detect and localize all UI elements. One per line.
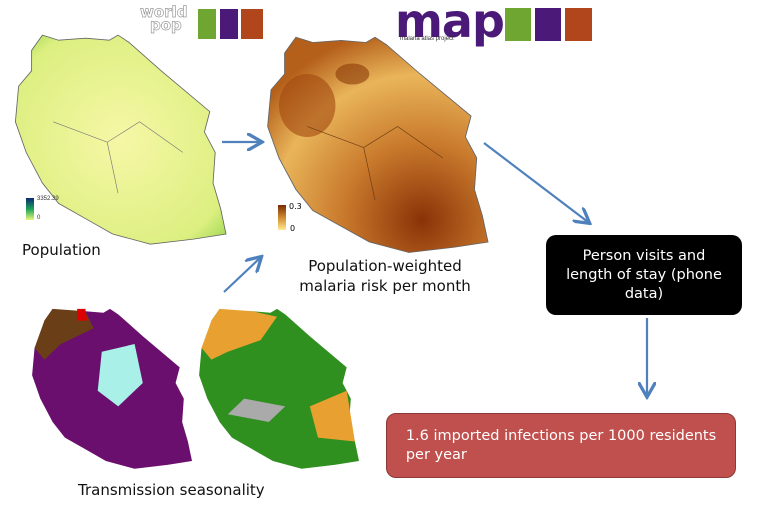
population-legend-min: 0	[37, 215, 41, 221]
arrow-risk-to-phone	[483, 142, 588, 222]
arrow-seasonality-to-risk	[223, 258, 260, 293]
asia-tile-icon	[565, 8, 592, 41]
risk-legend-max: 0.3	[289, 202, 302, 211]
result-box: 1.6 imported infections per 1000 residen…	[386, 413, 736, 478]
population-legend-bar	[26, 198, 34, 220]
risk-legend-bar	[278, 205, 286, 230]
phone-data-box: Person visits and length of stay (phone da…	[546, 235, 742, 315]
risk-map	[267, 36, 489, 254]
seasonality-map-1	[32, 308, 192, 469]
americas-tile-icon	[198, 9, 216, 39]
population-map	[14, 34, 227, 245]
risk-label: Population-weighted malaria risk per mon…	[299, 257, 471, 295]
flow-arrows	[222, 142, 647, 395]
africa-tile-icon	[220, 9, 238, 39]
worldpop-logo: world pop	[140, 3, 188, 34]
population-legend-max: 3352.39	[37, 196, 59, 202]
map-logo-word: map	[395, 0, 505, 48]
americas-tile-icon	[505, 8, 531, 41]
asia-tile-icon	[241, 9, 263, 39]
seasonality-map-2	[199, 308, 359, 469]
population-label: Population	[22, 241, 101, 259]
seasonality-label: Transmission seasonality	[78, 481, 265, 499]
map-logo-tagline: malaria atlas project	[400, 36, 454, 42]
risk-legend-min: 0	[290, 224, 296, 233]
africa-tile-icon	[535, 8, 561, 41]
